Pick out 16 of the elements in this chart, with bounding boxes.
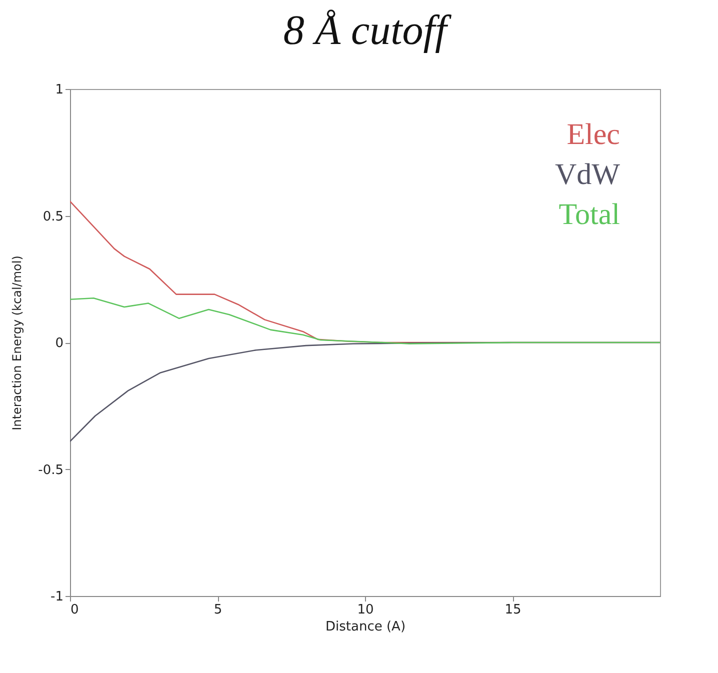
text: Total (558, 198, 620, 231)
x-axis-title: Distance (A) (325, 620, 406, 634)
y-tick-label: 1 (55, 82, 64, 98)
y-axis-title: Interaction Energy (kcal/mol) (10, 256, 24, 430)
y-tick-label: 0.5 (42, 209, 64, 224)
text: Elec (566, 118, 620, 151)
chart-title: 8 Å cutoff (283, 8, 452, 54)
text: VdW (555, 158, 621, 191)
x-tick-label: 15 (504, 602, 522, 618)
x-tick-label: 0 (70, 602, 79, 618)
y-tick-label: 0 (55, 336, 64, 351)
y-tick-label: -1 (50, 590, 64, 604)
line-series (70, 297, 660, 344)
x-tick-label: 10 (357, 602, 374, 618)
x-tick-label: 5 (214, 602, 222, 618)
y-tick-label: -0.5 (38, 462, 64, 478)
